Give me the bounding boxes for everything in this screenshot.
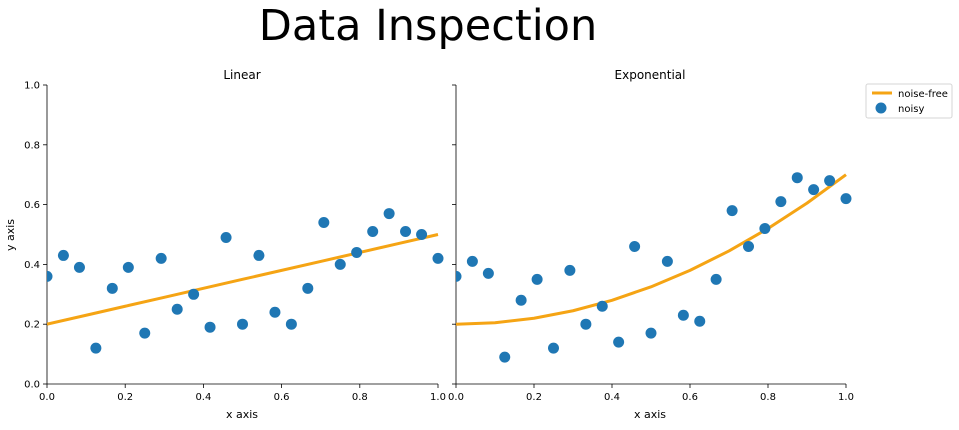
linear-noisy-point — [90, 342, 102, 354]
linear-panel: Linear x axis y axis 0.0 0.2 0.4 0.6 0.8 1.0 0… — [4, 68, 446, 421]
linear-noisy-point — [318, 217, 330, 229]
legend-noisy-swatch — [875, 102, 887, 114]
exponential-noisy-point — [564, 264, 576, 276]
linear-x-tick-label: 0.2 — [117, 392, 133, 403]
exponential-noisy-point — [694, 315, 706, 327]
linear-noisy-point — [139, 327, 151, 339]
exponential-noisy-point — [677, 309, 689, 321]
exponential-noisy-point — [548, 342, 559, 354]
exponential-noisy-point — [580, 318, 592, 330]
linear-x-tick-label: 0.4 — [195, 392, 211, 403]
exponential-noisy-point — [710, 273, 722, 285]
exponential-noise-free-line — [456, 173, 847, 326]
linear-noisy-point — [416, 229, 428, 240]
linear-noisy-point — [432, 252, 444, 264]
exponential-x-tick-label: 0.2 — [526, 392, 542, 403]
linear-noise-free-line — [47, 233, 439, 326]
linear-noisy-point — [367, 226, 379, 238]
exponential-noisy-point — [808, 184, 820, 196]
linear-noisy-point — [47, 270, 53, 282]
exponential-noisy-point — [645, 327, 657, 339]
linear-noisy-point — [302, 282, 314, 294]
linear-noisy-point — [334, 258, 346, 270]
linear-noisy-point — [155, 252, 167, 264]
exponential-x-tick-label: 0.6 — [682, 392, 698, 403]
linear-noisy-point — [237, 318, 248, 330]
linear-noisy-point — [171, 303, 183, 315]
linear-y-tick-label: 0.6 — [24, 200, 40, 211]
exponential-noisy-point — [791, 172, 803, 184]
legend-label-noisy: noisy — [898, 104, 924, 115]
exponential-noisy-point — [743, 240, 754, 252]
exponential-noisy-point — [775, 196, 787, 208]
exponential-x-axis-label: x axis — [634, 408, 666, 421]
linear-y-tick-label: 0.4 — [24, 260, 40, 271]
linear-x-axis-label: x axis — [226, 408, 258, 421]
linear-noisy-point — [220, 231, 232, 243]
exponential-noisy-point — [515, 294, 527, 306]
linear-panel-title: Linear — [223, 68, 260, 82]
exponential-noisy-point — [759, 223, 771, 235]
exponential-noisy-point — [613, 336, 625, 348]
exponential-panel-title: Exponential — [615, 68, 686, 82]
linear-y-tick-label: 0.0 — [24, 380, 40, 391]
exponential-x-tick-label: 1.0 — [838, 392, 854, 403]
exponential-noisy-point — [596, 300, 608, 312]
linear-noisy-point — [253, 249, 265, 261]
linear-noisy-point — [73, 261, 85, 273]
linear-y-tick-label: 0.2 — [24, 320, 40, 331]
linear-noisy-point — [204, 321, 216, 333]
linear-noisy-point — [106, 282, 118, 294]
exponential-noisy-point — [456, 270, 462, 282]
exponential-x-tick-label: 0.4 — [604, 392, 620, 403]
exponential-noisy-point — [531, 273, 543, 285]
figure-title: Data Inspection — [259, 1, 597, 51]
exponential-noisy-point — [824, 175, 836, 187]
linear-x-tick-label: 0.0 — [39, 392, 55, 403]
linear-x-tick-label: 1.0 — [430, 392, 446, 403]
linear-plot-area — [47, 208, 444, 354]
linear-noisy-point — [400, 226, 412, 238]
linear-x-tick-label: 0.6 — [274, 392, 290, 403]
linear-noisy-point — [383, 208, 395, 220]
linear-noisy-point — [57, 249, 69, 261]
exponential-noisy-point — [726, 205, 738, 217]
exponential-noisy-point — [482, 267, 494, 279]
y-axis-label: y axis — [4, 219, 17, 251]
exponential-noisy-point — [840, 193, 852, 205]
linear-noisy-point — [285, 318, 297, 330]
legend: noise-free noisy — [865, 83, 953, 119]
linear-y-tick-label: 1.0 — [24, 81, 40, 92]
exponential-noisy-point — [466, 255, 478, 267]
exponential-plot-area — [456, 172, 852, 363]
linear-noisy-point — [269, 306, 281, 318]
linear-noisy-point — [122, 261, 134, 273]
exponential-noisy-point — [661, 255, 673, 267]
exponential-panel: Exponential x axis 0.0 0.2 0.4 0.6 0.8 1.0 — [448, 68, 854, 421]
linear-x-tick-label: 0.8 — [352, 392, 368, 403]
linear-y-tick-label: 0.8 — [24, 140, 40, 151]
linear-noisy-point — [188, 288, 200, 300]
linear-noisy-point — [351, 246, 363, 258]
exponential-noisy-point — [629, 240, 641, 252]
legend-label-noise-free: noise-free — [898, 89, 948, 100]
exponential-x-tick-label: 0.0 — [448, 392, 464, 403]
exponential-noisy-point — [499, 351, 511, 363]
exponential-x-tick-label: 0.8 — [760, 392, 776, 403]
